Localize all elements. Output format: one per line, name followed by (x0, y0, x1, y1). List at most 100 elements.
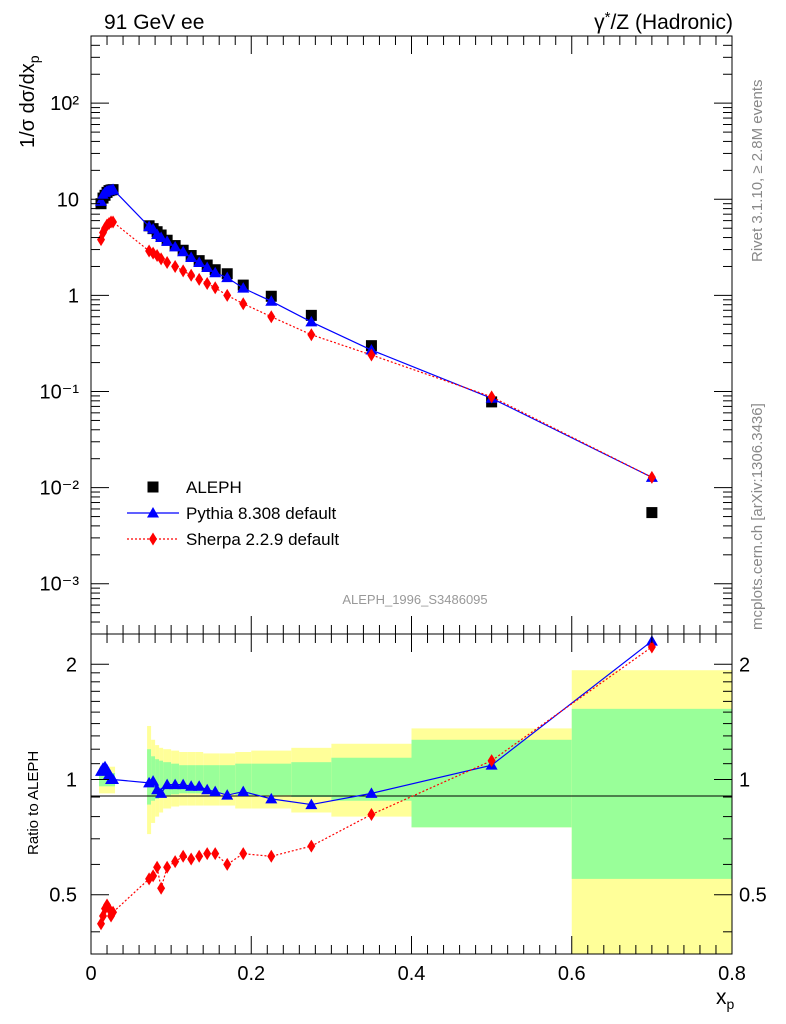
band-inner-16 (411, 739, 572, 828)
main-point-1-16 (201, 261, 214, 273)
ratio-xtick-label-4: 0.8 (718, 963, 746, 985)
ratio-point-1-24 (647, 640, 656, 654)
ratio-data-layer (95, 635, 658, 931)
ratio-bands (99, 670, 732, 954)
band-inner-13 (251, 763, 292, 796)
main-point-2-16 (203, 277, 212, 291)
main-point-2-22 (367, 348, 376, 362)
band-inner-17 (571, 708, 732, 879)
ratio-point-0-11 (161, 778, 174, 790)
band-inner-12 (235, 763, 252, 796)
rivet-label: Rivet 3.1.10, ≥ 2.8M events (749, 80, 766, 263)
ratio-point-1-19 (239, 847, 248, 861)
ratio-xtick-label-1: 0.2 (237, 963, 265, 985)
main-point-2-21 (307, 328, 316, 342)
ratio-point-1-21 (307, 839, 316, 853)
ratio-point-0-13 (177, 778, 190, 790)
legend-label-0: ALEPH (186, 478, 242, 497)
main-point-2-10 (157, 252, 166, 266)
ratio-ytick-label-right-2: 2 (739, 654, 750, 676)
header-right: γ*/Z (Hadronic) (594, 9, 733, 34)
main-point-2-24 (647, 470, 656, 484)
main-point-1-11 (161, 235, 174, 246)
ratio-point-0-22 (365, 787, 378, 798)
ratio-point-1-20 (267, 849, 276, 863)
main-point-2-11 (163, 255, 172, 269)
main-point-1-14 (185, 251, 198, 262)
main-point-0-21 (305, 309, 317, 321)
mcplots-label: mcplots.cern.ch [arXiv:1306.3436] (749, 403, 766, 630)
main-point-2-20 (267, 310, 276, 324)
ratio-point-0-8 (147, 775, 160, 786)
legend-marker-0 (147, 481, 159, 493)
ratio-point-1-18 (223, 857, 232, 871)
ratio-point-0-18 (221, 789, 234, 800)
main-point-2-18 (223, 288, 232, 302)
legend-marker-2 (149, 532, 157, 546)
main-point-1-17 (209, 266, 222, 278)
ratio-panel: 0.5 0.5 1 1 2 2 0 0.2 0.4 0.6 0.8 Ratio to ALEPH x… (25, 633, 767, 1012)
main-ytick-label-0: 10⁻³ (40, 574, 80, 596)
main-ytick-label-3: 1 (68, 285, 79, 307)
main-point-2-15 (195, 272, 204, 286)
main-ytick-label-1: 10⁻² (40, 478, 80, 500)
main-point-1-19 (237, 282, 250, 293)
main-point-2-12 (171, 259, 180, 273)
header-left: 91 GeV ee (104, 11, 204, 34)
ratio-xtick-label-2: 0.4 (398, 963, 426, 985)
x-axis-label: xp (716, 986, 735, 1012)
ratio-ticks: 0.5 0.5 1 1 2 2 0 0.2 0.4 0.6 0.8 (49, 634, 767, 985)
main-ytick-label-4: 10 (57, 189, 79, 211)
ratio-xtick-label-0: 0 (85, 963, 96, 985)
ratio-point-1-10 (157, 881, 166, 895)
main-point-0-24 (646, 507, 658, 519)
ratio-point-0-19 (237, 785, 250, 797)
band-inner-14 (291, 762, 332, 798)
analysis-label: ALEPH_1996_S3486095 (342, 592, 487, 607)
legend-marker-1 (147, 507, 159, 518)
ratio-point-1-9 (153, 860, 162, 874)
main-ytick-label-2: 10⁻¹ (40, 382, 80, 404)
ratio-xtick-label-3: 0.6 (558, 963, 586, 985)
ratio-point-1-15 (195, 849, 204, 863)
ratio-point-1-8 (149, 869, 158, 883)
ratio-point-0-14 (185, 780, 198, 791)
ratio-point-1-16 (203, 847, 212, 861)
main-point-1-12 (169, 240, 182, 252)
main-point-1-13 (177, 245, 190, 257)
ratio-point-1-12 (171, 855, 180, 869)
ratio-point-0-6 (107, 773, 120, 785)
ratio-ytick-label-right-0: 0.5 (739, 885, 767, 907)
main-point-2-23 (487, 390, 496, 404)
main-point-1-15 (193, 256, 206, 267)
band-inner-9 (195, 765, 204, 794)
main-point-2-14 (187, 268, 196, 282)
ratio-point-1-14 (187, 852, 196, 866)
main-ytick-label-5: 10² (50, 93, 79, 115)
legend-label-2: Sherpa 2.2.9 default (186, 530, 339, 549)
band-inner-11 (219, 765, 236, 794)
main-data-layer (95, 183, 658, 519)
main-point-1-6 (107, 183, 120, 194)
y-axis-label-main: 1/σ dσ/dxp (17, 55, 42, 148)
ratio-point-0-21 (305, 798, 318, 810)
ratio-point-0-10 (155, 787, 168, 798)
band-inner-4 (159, 760, 164, 798)
main-point-2-17 (211, 281, 220, 295)
main-point-1-10 (155, 231, 168, 243)
legend: ALEPH Pythia 8.308 default Sherpa 2.2.9 de… (127, 478, 339, 549)
ratio-point-1-11 (163, 860, 172, 874)
ratio-point-1-6 (109, 905, 118, 919)
main-point-2-13 (179, 264, 188, 278)
ratio-point-1-22 (367, 808, 376, 822)
ratio-point-0-17 (209, 785, 222, 797)
main-point-1-18 (221, 271, 234, 283)
band-inner-8 (187, 765, 196, 794)
legend-label-1: Pythia 8.308 default (186, 504, 337, 523)
main-point-1-21 (305, 315, 318, 327)
ratio-point-1-17 (211, 847, 220, 861)
ratio-point-1-13 (179, 849, 188, 863)
ratio-ytick-label-0: 0.5 (49, 885, 77, 907)
main-line-1 (100, 188, 653, 478)
